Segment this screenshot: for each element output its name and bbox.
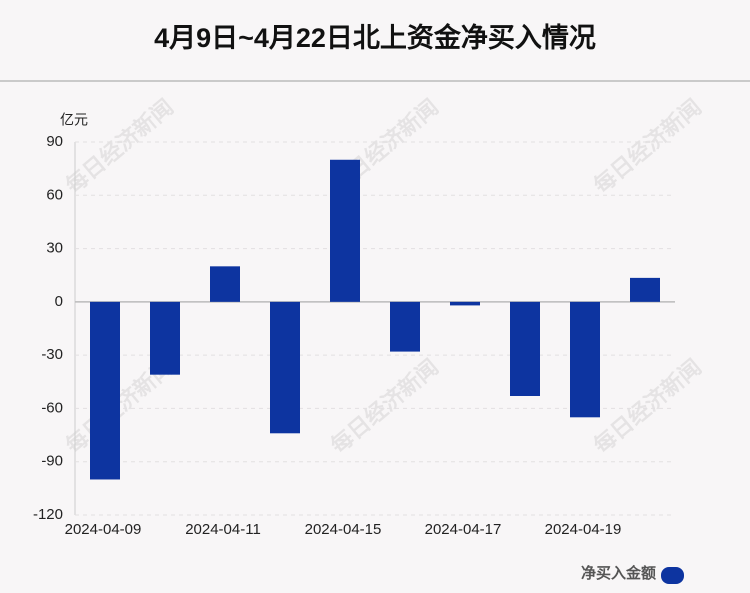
bar [90, 301, 120, 480]
x-tick-label: 2024-04-15 [305, 521, 382, 538]
y-tick-label: 30 [46, 240, 63, 257]
watermark: 每日经济新闻 [61, 94, 178, 198]
bar [270, 301, 300, 434]
bar [390, 301, 420, 352]
y-tick-label: -90 [41, 453, 63, 470]
y-tick-label: -120 [33, 506, 63, 523]
y-tick-label: -60 [41, 399, 63, 416]
bar [210, 266, 240, 302]
bar [510, 301, 540, 396]
legend-label: 净买入金额 [581, 564, 656, 582]
chart-title: 4月9日~4月22日北上资金净买入情况 [154, 22, 596, 53]
x-tick-label: 2024-04-19 [545, 521, 622, 538]
y-tick-label: 0 [55, 293, 63, 310]
watermarks: 每日经济新闻 每日经济新闻 每日经济新闻 每日经济新闻 每日经济新闻 每日经济新… [61, 94, 706, 458]
watermark: 每日经济新闻 [589, 94, 706, 198]
bar [330, 159, 360, 302]
y-tick-label: 60 [46, 186, 63, 203]
watermark: 每日经济新闻 [326, 354, 443, 458]
y-tick-label: 90 [46, 133, 63, 150]
x-tick-label: 2024-04-17 [425, 521, 502, 538]
legend-swatch [661, 567, 684, 584]
bar [150, 301, 180, 375]
bar [450, 301, 480, 306]
watermark: 每日经济新闻 [589, 354, 706, 458]
bar [570, 301, 600, 418]
y-tick-label: -30 [41, 346, 63, 363]
bar [630, 277, 660, 302]
x-tick-label: 2024-04-09 [65, 521, 142, 538]
x-tick-label: 2024-04-11 [185, 521, 261, 538]
y-unit: 亿元 [60, 112, 88, 128]
